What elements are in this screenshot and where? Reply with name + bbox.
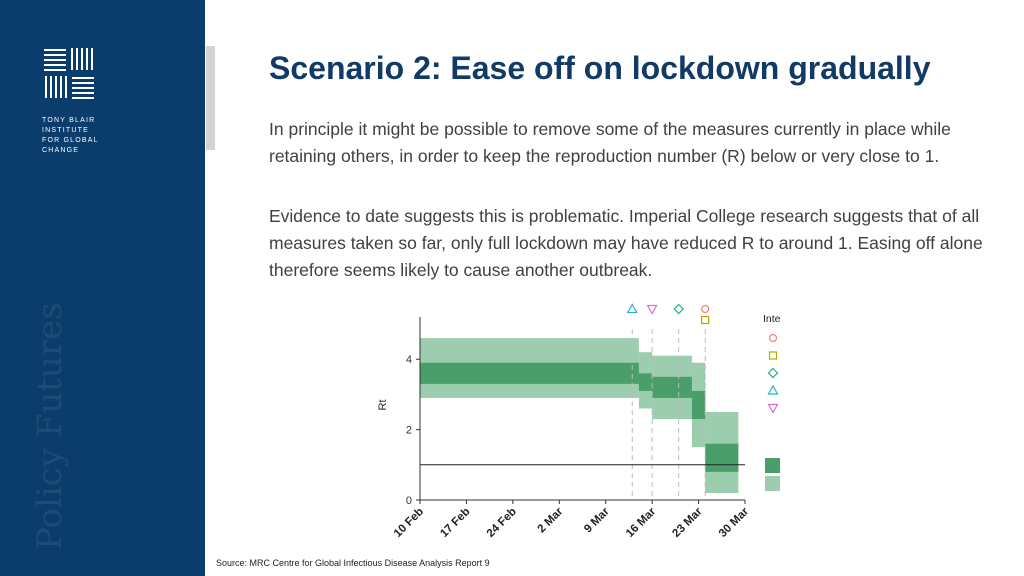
chart-legend: InterventionsComplete lockdownPublic eve… <box>763 313 780 491</box>
intervention-marker-0 <box>701 304 710 314</box>
source-note: Source: MRC Centre for Global Infectious… <box>216 558 490 568</box>
y-axis-label: Rt <box>377 399 389 410</box>
x-tick-label-2: 24 Feb <box>485 506 519 540</box>
x-tick-label-5: 16 Mar <box>624 505 659 540</box>
y-ticks: 0 2 4 <box>406 354 420 507</box>
paragraph-intro: In principle it might be possible to rem… <box>269 119 951 166</box>
ci50-band-3 <box>691 390 706 420</box>
page-title: Scenario 2: Ease off on lockdown gradual… <box>269 50 931 86</box>
ci50-band-1 <box>638 373 653 391</box>
legend-marker-2 <box>767 367 779 379</box>
legend-marker-0 <box>768 333 778 343</box>
intervention-marker-4 <box>646 304 658 315</box>
x-tick-label-0: 10 Feb <box>392 506 426 540</box>
x-tick-label-4: 9 Mar <box>582 505 612 535</box>
intervention-marker-3 <box>626 303 638 314</box>
sidebar: TONY BLAIR INSTITUTE FOR GLOBAL CHANGE P… <box>0 0 205 576</box>
intervention-lines <box>631 329 706 500</box>
ci50-band-2 <box>652 376 692 398</box>
legend-swatch-0 <box>765 458 780 473</box>
org-line: FOR GLOBAL <box>42 137 99 144</box>
policy-futures-watermark: Policy Futures <box>30 302 70 550</box>
accent-bar <box>206 46 215 150</box>
ci50-band-4 <box>705 443 739 472</box>
legend-marker-3 <box>767 384 779 395</box>
x-tick-label-3: 2 Mar <box>536 505 566 535</box>
y-tick-label-1: 2 <box>406 425 412 437</box>
ci50-bands <box>420 362 739 472</box>
org-name: TONY BLAIR INSTITUTE FOR GLOBAL CHANGE <box>42 116 99 156</box>
y-tick-label-0: 0 <box>406 495 412 507</box>
x-tick-label-7: 30 Mar <box>717 505 752 540</box>
x-tick-label-6: 23 Mar <box>670 505 705 540</box>
intervention-marker-1 <box>701 315 710 325</box>
ci95-bands <box>420 338 739 493</box>
legend-title: Interventions <box>763 313 780 325</box>
org-line: INSTITUTE <box>42 127 89 134</box>
ci50-band-0 <box>420 362 639 384</box>
legend-swatch-1 <box>765 476 780 491</box>
org-line: TONY BLAIR <box>42 117 96 124</box>
org-line: CHANGE <box>42 147 80 154</box>
rt-chart: 0 2 4 10 Feb 17 Feb 24 Feb 2 Mar 9 Mar 16 Mar 23… <box>377 303 780 540</box>
x-tick-label-1: 17 Feb <box>438 506 472 540</box>
intervention-marker-2 <box>673 303 685 315</box>
y-tick-label-2: 4 <box>406 354 412 366</box>
paragraph-evidence: Evidence to date suggests this is proble… <box>269 206 983 280</box>
legend-marker-4 <box>767 403 779 414</box>
tony-blair-institute-logo-icon <box>44 48 94 99</box>
intervention-markers <box>626 303 710 325</box>
legend-marker-1 <box>768 351 778 360</box>
x-ticks: 10 Feb 17 Feb 24 Feb 2 Mar 9 Mar 16 Mar 23 Mar… <box>392 500 752 540</box>
